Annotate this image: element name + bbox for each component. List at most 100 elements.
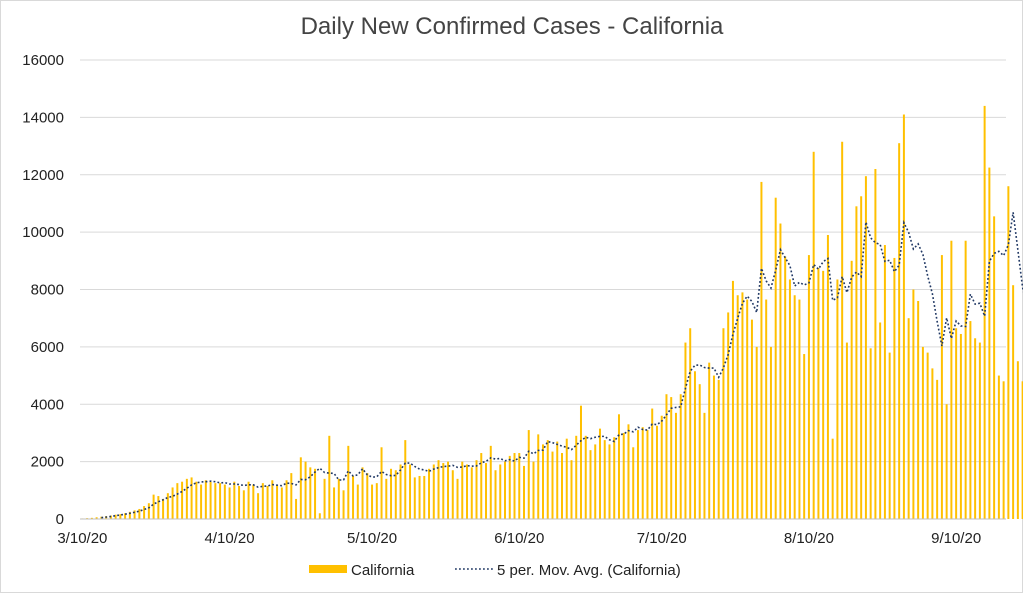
bar <box>641 427 644 519</box>
x-tick-label: 9/10/20 <box>931 530 981 547</box>
bar <box>209 481 212 519</box>
bar <box>375 483 378 519</box>
bar <box>779 223 782 519</box>
bar <box>831 438 834 519</box>
bar <box>299 457 302 519</box>
bar <box>409 464 412 519</box>
bar <box>546 440 549 519</box>
bar <box>950 240 953 520</box>
bar <box>494 470 497 519</box>
bar <box>575 435 578 519</box>
bar <box>845 342 848 519</box>
bar <box>921 346 924 520</box>
y-tick-label: 12000 <box>22 167 64 184</box>
y-tick-label: 6000 <box>31 339 64 356</box>
bar <box>594 444 597 519</box>
bar <box>646 430 649 519</box>
bar <box>100 516 103 519</box>
bar <box>214 483 217 519</box>
bar <box>442 463 445 519</box>
bar <box>171 487 174 519</box>
bar <box>261 483 264 519</box>
bar <box>323 478 326 519</box>
bar <box>480 453 483 519</box>
bar <box>855 206 858 519</box>
bar <box>266 486 269 519</box>
bar <box>731 280 734 519</box>
bar <box>736 295 739 519</box>
bar <box>466 464 469 519</box>
bar <box>765 299 768 519</box>
bar <box>812 151 815 520</box>
bar <box>532 461 535 520</box>
bar <box>447 461 450 520</box>
bar <box>774 197 777 519</box>
bar <box>722 328 725 519</box>
bar <box>143 506 146 519</box>
bar <box>90 517 93 519</box>
bar <box>907 318 910 519</box>
bar <box>342 490 345 519</box>
bar <box>717 379 720 519</box>
legend-swatch-california <box>309 565 347 573</box>
bar <box>850 260 853 519</box>
bar <box>504 461 506 520</box>
bar <box>242 490 245 519</box>
bar <box>523 465 525 519</box>
bar <box>223 484 226 519</box>
bar <box>902 114 905 519</box>
bar <box>128 511 131 519</box>
bar <box>665 394 668 519</box>
chart-title: Daily New Confirmed Cases - California <box>301 13 724 40</box>
bar <box>399 464 402 519</box>
bar <box>318 513 321 519</box>
bar <box>565 438 568 519</box>
x-tick-label: 8/10/20 <box>784 530 834 547</box>
bar <box>798 299 801 519</box>
y-tick-label: 10000 <box>22 224 64 241</box>
bar <box>413 477 416 519</box>
bar <box>860 196 863 519</box>
bar <box>200 484 203 519</box>
bar <box>157 496 160 519</box>
bar <box>485 463 488 519</box>
bar <box>119 514 122 519</box>
bar <box>750 319 753 519</box>
bar <box>869 348 872 519</box>
bar <box>912 289 915 519</box>
bar <box>841 141 844 519</box>
bar <box>195 481 198 519</box>
y-axis-tick-labels: 0 2000 4000 6000 8000 10000 12000 14000 16000 <box>22 52 64 528</box>
bar <box>959 333 962 519</box>
bar <box>864 176 867 519</box>
bar <box>247 481 250 519</box>
bar <box>385 478 388 519</box>
bar <box>613 437 616 519</box>
bar <box>337 478 340 519</box>
bar <box>622 432 625 519</box>
bar <box>271 480 274 519</box>
bar <box>166 493 169 519</box>
bar <box>556 441 559 519</box>
bar <box>769 346 772 520</box>
bar <box>428 468 431 519</box>
bar <box>936 379 939 519</box>
bar <box>636 430 639 519</box>
bar <box>983 105 986 520</box>
bar <box>285 480 288 519</box>
bar <box>257 493 260 519</box>
bar <box>793 295 796 519</box>
bar <box>561 453 563 519</box>
bar <box>741 292 744 519</box>
bar <box>760 181 763 520</box>
bar <box>162 498 165 519</box>
bar <box>651 408 654 519</box>
bar <box>898 143 901 519</box>
bar <box>964 240 967 520</box>
bar <box>233 481 236 519</box>
bar <box>679 394 682 519</box>
bar <box>304 461 307 520</box>
x-tick-label: 4/10/20 <box>205 530 255 547</box>
x-tick-label: 7/10/20 <box>637 530 687 547</box>
